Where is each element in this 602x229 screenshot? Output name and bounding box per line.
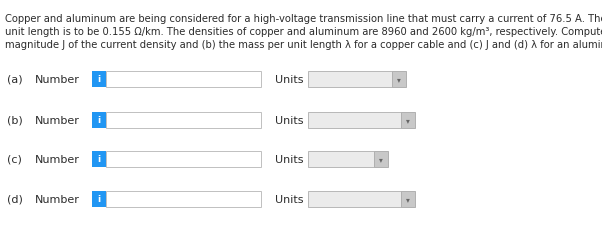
- Bar: [308, 72, 392, 88]
- Text: i: i: [98, 155, 101, 164]
- Bar: [106, 72, 261, 88]
- Bar: [308, 151, 374, 167]
- Text: Units: Units: [275, 115, 303, 125]
- Bar: [92, 151, 106, 167]
- Text: (c): (c): [7, 154, 22, 164]
- Text: Number: Number: [35, 115, 80, 125]
- Text: Number: Number: [35, 75, 80, 85]
- Text: magnitude J of the current density and (b) the mass per unit length λ for a copp: magnitude J of the current density and (…: [5, 40, 602, 50]
- Bar: [92, 112, 106, 128]
- Text: (d): (d): [7, 194, 23, 204]
- Text: ▾: ▾: [406, 116, 410, 125]
- Text: Copper and aluminum are being considered for a high-voltage transmission line th: Copper and aluminum are being considered…: [5, 14, 602, 24]
- Text: Number: Number: [35, 194, 80, 204]
- Bar: [106, 112, 261, 128]
- Text: (b): (b): [7, 115, 23, 125]
- Bar: [374, 151, 388, 167]
- Bar: [401, 191, 415, 207]
- Bar: [308, 112, 401, 128]
- Bar: [106, 151, 261, 167]
- Bar: [92, 72, 106, 88]
- Bar: [106, 191, 261, 207]
- Text: i: i: [98, 195, 101, 204]
- Text: ▾: ▾: [379, 155, 383, 164]
- Text: Units: Units: [275, 194, 303, 204]
- Text: ▾: ▾: [397, 75, 401, 84]
- Text: Units: Units: [275, 75, 303, 85]
- Text: Number: Number: [35, 154, 80, 164]
- Bar: [401, 112, 415, 128]
- Bar: [392, 72, 406, 88]
- Text: ▾: ▾: [406, 195, 410, 204]
- Bar: [92, 191, 106, 207]
- Text: unit length is to be 0.155 Ω/km. The densities of copper and aluminum are 8960 a: unit length is to be 0.155 Ω/km. The den…: [5, 27, 602, 37]
- Text: Units: Units: [275, 154, 303, 164]
- Text: i: i: [98, 116, 101, 125]
- Text: i: i: [98, 75, 101, 84]
- Text: (a): (a): [7, 75, 23, 85]
- Bar: [308, 191, 401, 207]
